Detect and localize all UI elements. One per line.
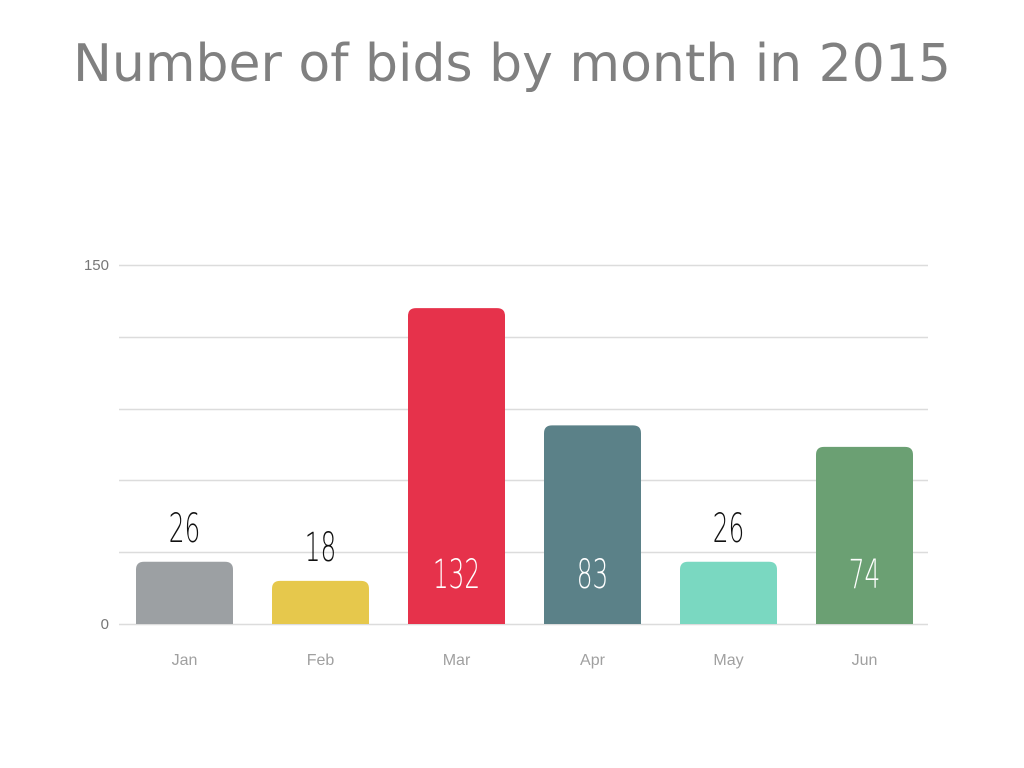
bar-apr [544,425,641,624]
bar-jun [816,446,913,624]
data-label-may: 26 [713,505,745,552]
y-tick-label: 0 [101,616,109,633]
x-tick-label-jan: Jan [172,652,198,669]
data-label-apr: 83 [577,551,609,598]
bar-feb [272,580,369,624]
bar-mar [408,308,505,624]
x-tick-label-apr: Apr [580,652,606,669]
x-tick-label-may: May [713,652,743,669]
chart-title: Number of bids by month in 2015 [72,34,952,94]
data-label-feb: 18 [305,524,337,571]
gridlines [119,264,928,626]
x-tick-label-mar: Mar [443,652,471,669]
y-tick-label: 150 [84,257,109,274]
bars [136,308,913,624]
x-tick-label-feb: Feb [307,652,335,669]
bar-may [680,561,777,624]
bar-jan [136,561,233,624]
data-label-mar: 132 [433,551,480,598]
data-label-jun: 74 [849,551,881,598]
x-tick-label-jun: Jun [852,652,878,669]
data-label-jan: 26 [169,505,201,552]
